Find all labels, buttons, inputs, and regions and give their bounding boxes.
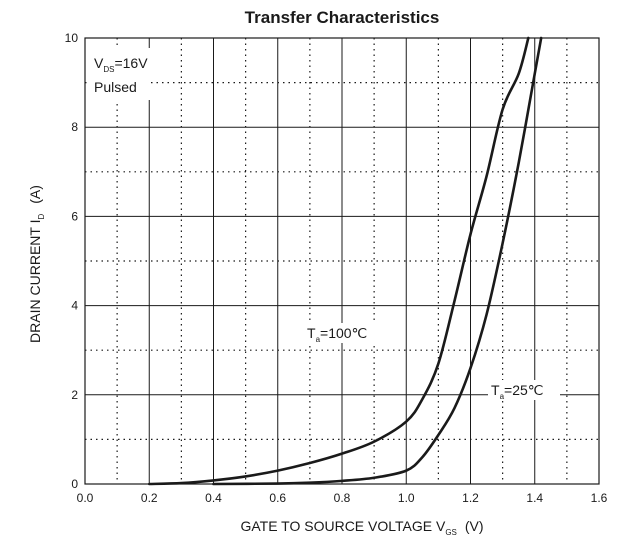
y-tick-label: 6	[71, 209, 78, 223]
x-tick-label: 1.2	[462, 491, 479, 505]
series-line-25c	[212, 36, 543, 486]
series-label-25c-symbol: T	[491, 382, 500, 398]
x-tick-label: 0.0	[77, 491, 94, 505]
x-axis-label-main: GATE TO SOURCE VOLTAGE V	[240, 518, 446, 534]
vds-value: =16V	[114, 55, 148, 71]
series-label-25c-subscript: a	[500, 392, 505, 401]
x-tick-label: 1.4	[526, 491, 543, 505]
y-axis-label: DRAIN CURRENT ID (A)	[27, 185, 46, 343]
x-tick-label: 0.8	[334, 491, 351, 505]
x-axis-label: GATE TO SOURCE VOLTAGE VGS (V)	[240, 518, 483, 537]
series-label-25c: Ta=25℃	[491, 382, 544, 401]
y-tick-label: 2	[71, 388, 78, 402]
series-lines	[147, 36, 543, 486]
vds-condition: VDS=16V	[94, 55, 148, 74]
x-tick-label: 1.6	[591, 491, 608, 505]
y-tick-label: 8	[71, 120, 78, 134]
y-tick-label: 4	[71, 299, 78, 313]
x-axis-label-subscript: GS	[445, 528, 457, 537]
chart-title: Transfer Characteristics	[245, 8, 440, 27]
y-tick-label: 10	[65, 31, 79, 45]
series-label-100c-symbol: T	[307, 325, 316, 341]
y-axis-label-subscript: D	[37, 214, 46, 220]
x-axis-ticks: 0.0 0.2 0.4 0.6 0.8 1.0 1.2 1.4 1.6	[77, 491, 608, 505]
x-tick-label: 0.4	[205, 491, 222, 505]
x-axis-label-unit: (V)	[465, 518, 484, 534]
x-tick-label: 0.2	[141, 491, 158, 505]
x-tick-label: 1.0	[398, 491, 415, 505]
series-label-25c-value: =25℃	[504, 382, 543, 398]
vds-subscript: DS	[103, 65, 114, 74]
conditions-box-bg	[90, 48, 150, 100]
label-100c-bg	[303, 323, 389, 343]
y-axis-ticks: 0 2 4 6 8 10	[65, 31, 79, 491]
series-label-100c: Ta=100℃	[307, 325, 367, 344]
series-label-100c-subscript: a	[316, 335, 321, 344]
y-tick-label: 0	[71, 477, 78, 491]
plot-frame	[84, 37, 600, 485]
grid	[85, 38, 599, 484]
vds-symbol: V	[94, 55, 104, 71]
x-tick-label: 0.6	[269, 491, 286, 505]
pulsed-condition: Pulsed	[94, 79, 137, 95]
series-line-100c	[147, 36, 530, 486]
label-25c-bg	[488, 380, 560, 400]
y-axis-label-main: DRAIN CURRENT I	[27, 220, 43, 343]
y-axis-label-unit: (A)	[27, 185, 43, 204]
series-label-100c-value: =100℃	[320, 325, 367, 341]
